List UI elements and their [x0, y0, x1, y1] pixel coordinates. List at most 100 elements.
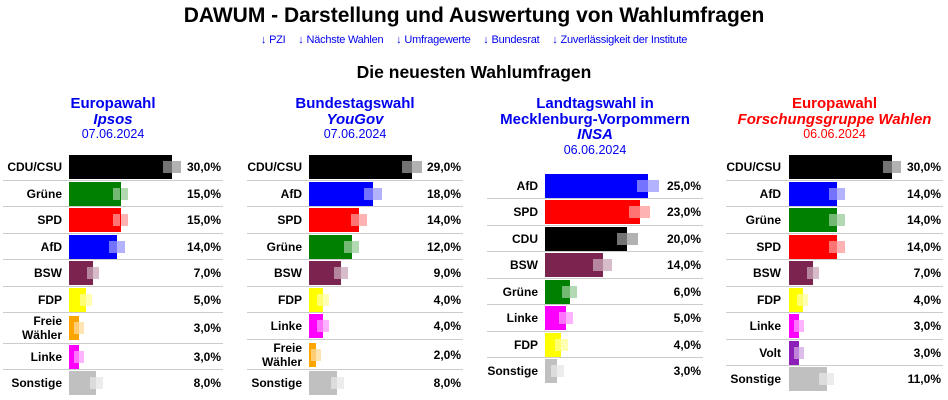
nav-link-zuverlaessigkeit[interactable]: ↓ Zuverlässigkeit der Institute: [552, 34, 687, 46]
result-bar: [309, 208, 359, 232]
percent-value: 4,0%: [433, 319, 461, 333]
poll-panel: Europawahl Ipsos 07.06.2024 CDU/CSU 30,0%…: [3, 96, 223, 396]
result-row: Grüne 6,0%: [487, 279, 703, 305]
poll-results: CDU/CSU 30,0% AfD 14,0% Grüne 14,0% SPD 14,0% BS…: [726, 154, 943, 392]
bar-cell: [545, 306, 651, 330]
party-label: Linke: [30, 349, 62, 364]
result-bar: [69, 234, 118, 259]
error-margin-box: [112, 214, 129, 226]
percent-value: 18,0%: [426, 186, 461, 201]
result-bar: [69, 316, 80, 340]
error-margin-inner: [551, 365, 558, 377]
error-margin-inner: [109, 240, 118, 253]
result-bar: [789, 287, 803, 312]
party-label: SPD: [756, 239, 781, 254]
result-bar: [789, 208, 838, 232]
nav-link-bundesrat[interactable]: ↓ Bundesrat: [483, 34, 539, 46]
percent-value: 29,0%: [426, 160, 461, 174]
percent-value: 14,0%: [186, 239, 221, 254]
error-margin-inner: [162, 161, 172, 173]
result-bar: [545, 200, 640, 224]
poll-title-link[interactable]: Europawahl Ipsos 07.06.2024: [3, 96, 223, 141]
poll-election: Europawahl: [70, 95, 156, 112]
error-margin-box: [794, 346, 805, 359]
error-margin-box: [317, 320, 329, 332]
nav-link-label: Umfragewerte: [404, 34, 471, 46]
result-bar: [789, 181, 838, 206]
nav-link-umfragewerte[interactable]: ↓ Umfragewerte: [396, 34, 471, 46]
poll-date: 06.06.2024: [563, 142, 627, 157]
poll-institute: Ipsos: [93, 110, 133, 128]
result-row: Linke 3,0%: [3, 344, 223, 370]
result-bar: [545, 173, 648, 198]
bar-cell: [69, 371, 171, 395]
percent-value: 11,0%: [907, 372, 941, 386]
result-row: Linke 4,0%: [247, 313, 463, 340]
poll-election: Landtagswahl in Mecklenburg-Vorpommern: [500, 95, 690, 128]
bar-cell: [789, 234, 891, 259]
bar-cell: [69, 181, 171, 206]
percent-value: 8,0%: [433, 376, 461, 390]
error-margin-box: [562, 285, 578, 298]
party-label: AfD: [40, 239, 62, 254]
bar-cell: [789, 181, 891, 206]
party-label: Grüne: [26, 186, 62, 201]
nav-link-naechste-wahlen[interactable]: ↓ Nächste Wahlen: [298, 34, 383, 46]
party-label: Linke: [270, 319, 302, 333]
error-margin-inner: [558, 312, 566, 324]
result-bar: [545, 359, 558, 383]
result-bar: [309, 234, 352, 259]
error-margin-inner: [617, 232, 628, 245]
error-margin-box: [330, 377, 345, 389]
party-label: SPD: [277, 213, 302, 227]
result-row: CDU 20,0%: [487, 226, 703, 252]
error-margin-inner: [86, 267, 94, 279]
result-row: Sonstige 11,0%: [726, 366, 943, 392]
error-margin-box: [311, 348, 321, 361]
party-label: CDU/CSU: [247, 160, 302, 174]
bar-cell: [309, 342, 411, 367]
result-row: SPD 23,0%: [487, 199, 703, 226]
poll-title-link[interactable]: Bundestagswahl YouGov 07.06.2024: [247, 96, 463, 141]
result-bar: [789, 367, 827, 391]
error-margin-inner: [80, 293, 87, 306]
error-margin-box: [74, 350, 85, 363]
result-bar: [789, 340, 800, 365]
result-row: AfD 14,0%: [3, 234, 223, 260]
bar-cell: [545, 253, 651, 277]
result-bar: [69, 287, 87, 312]
error-margin-box: [364, 187, 382, 200]
result-row: Volt 3,0%: [726, 340, 943, 366]
error-margin-inner: [112, 214, 121, 226]
result-row: SPD 14,0%: [726, 234, 943, 260]
bar-cell: [309, 155, 422, 179]
bar-cell: [789, 314, 891, 338]
error-margin-box: [558, 312, 573, 324]
error-margin-box: [593, 259, 613, 271]
percent-value: 2,0%: [433, 347, 461, 362]
error-margin-inner: [797, 293, 803, 306]
nav-link-label: PZI: [269, 34, 286, 46]
bar-cell: [69, 287, 171, 312]
result-bar: [309, 342, 317, 367]
party-label: Grüne: [266, 239, 302, 254]
result-row: Grüne 12,0%: [247, 234, 463, 260]
error-margin-inner: [364, 187, 373, 200]
percent-value: 3,0%: [193, 321, 221, 335]
party-label: Grüne: [745, 213, 781, 227]
party-label: Sonstige: [487, 364, 538, 378]
percent-value: 4,0%: [433, 292, 461, 307]
result-row: CDU/CSU 30,0%: [3, 154, 223, 181]
bar-cell: [309, 371, 411, 395]
poll-title-link[interactable]: Europawahl Forschungsgruppe Wahlen 06.06…: [726, 96, 943, 141]
error-margin-box: [882, 161, 902, 173]
bar-cell: [545, 200, 651, 224]
party-label: FDP: [278, 292, 302, 307]
bar-cell: [309, 181, 411, 206]
percent-value: 20,0%: [666, 231, 701, 246]
nav-links: ↓ PZI ↓ Nächste Wahlen ↓ Umfragewerte ↓ Bund…: [0, 33, 948, 47]
error-margin-inner: [593, 259, 603, 271]
party-label: BSW: [753, 266, 781, 280]
poll-title-link[interactable]: Landtagswahl in Mecklenburg-Vorpommern I…: [487, 96, 703, 157]
nav-link-pzi[interactable]: ↓ PZI: [261, 34, 286, 46]
